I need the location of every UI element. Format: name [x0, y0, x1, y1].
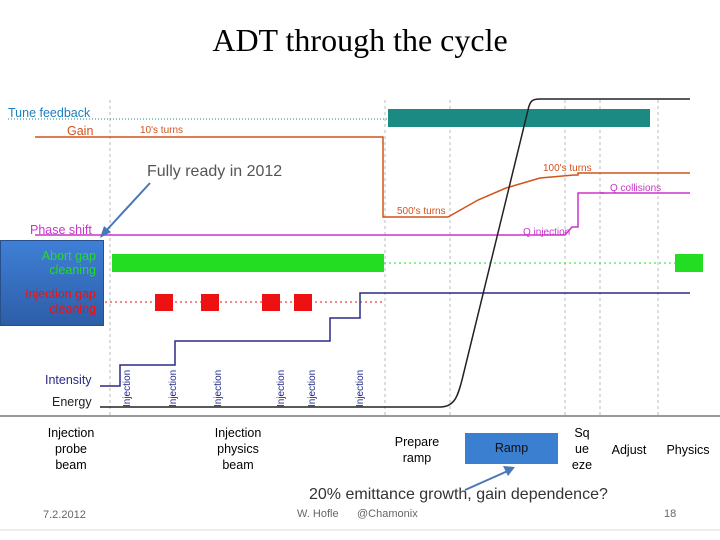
- injection-marker-5: Injection: [307, 369, 318, 407]
- phase-physics: Physics: [666, 443, 710, 457]
- phase-shift-label: Phase shift: [30, 223, 92, 237]
- injection-gap-square-4: [294, 294, 312, 311]
- phase-separators: [109, 100, 659, 415]
- phase-squeeze: Sq ue eze: [568, 425, 596, 473]
- footer-date: 7.2.2012: [43, 509, 86, 521]
- q-collisions-label: Q collisions: [610, 183, 662, 194]
- phase-injection-probe-line1: Injection: [47, 426, 95, 440]
- injection-gap-square-3: [262, 294, 280, 311]
- injection-marker-2: Injection: [168, 369, 179, 407]
- fully-ready-arrowhead: [100, 226, 111, 238]
- phase-shift-line: [35, 192, 604, 236]
- footer-author: W. Hofle: [297, 508, 339, 520]
- phase-injection-probe: Injection probe beam: [38, 425, 104, 473]
- phase-injection-physics: Injection physics beam: [203, 425, 273, 473]
- intensity-label: Intensity: [45, 373, 92, 387]
- emittance-callout: 20% emittance growth, gain dependence?: [309, 486, 608, 503]
- phase-injection-physics-line2: physics: [217, 442, 259, 456]
- fully-ready-callout: Fully ready in 2012: [147, 163, 283, 180]
- phase-ramp-box: Ramp: [465, 433, 558, 464]
- phase-injection-physics-line3: beam: [222, 458, 254, 472]
- abort-gap-bar-1: [112, 254, 384, 272]
- footer-venue: @Chamonix: [357, 508, 418, 520]
- five-hundreds-turns-label: 500's turns: [397, 206, 446, 217]
- emittance-arrow-line: [464, 469, 511, 491]
- energy-line: [100, 98, 690, 408]
- cleaning-label-box: [0, 240, 104, 326]
- injection-marker-1: Injection: [122, 369, 133, 407]
- gain-line: [35, 136, 690, 218]
- phase-squeeze-line3: eze: [571, 458, 593, 472]
- injection-marker-6: Injection: [355, 369, 366, 407]
- intensity-line: [100, 292, 690, 387]
- abort-gap-label-1: Abort gap: [41, 249, 96, 263]
- abort-gap-bar-2: [675, 254, 703, 272]
- abort-gap-label-2: cleaning: [49, 263, 96, 277]
- emittance-arrowhead: [503, 466, 515, 476]
- gain-label: Gain: [67, 124, 94, 138]
- energy-label: Energy: [52, 395, 92, 409]
- page-title: ADT through the cycle: [212, 22, 508, 58]
- phase-injection-probe-line2: probe: [55, 442, 87, 456]
- tune-feedback-label: Tune feedback: [8, 106, 91, 120]
- phase-prepare-ramp: Prepare ramp: [387, 434, 447, 466]
- q-injection-label: Q injection: [523, 227, 571, 238]
- phase-prepare-ramp-line1: Prepare: [394, 435, 440, 449]
- hundreds-turns-label: 100's turns: [543, 163, 592, 174]
- footer-page: 18: [664, 508, 677, 520]
- injection-gap-square-1: [155, 294, 173, 311]
- phase-squeeze-line2: ue: [575, 442, 589, 456]
- phase-injection-physics-line1: Injection: [214, 426, 262, 440]
- tune-feedback-bar: [388, 109, 650, 127]
- injection-gap-square-2: [201, 294, 219, 311]
- fully-ready-arrow: [103, 182, 151, 234]
- injection-marker-4: Injection: [276, 369, 287, 407]
- tens-turns-label: 10's turns: [140, 125, 184, 136]
- phase-adjust: Adjust: [611, 443, 647, 457]
- injection-gap-label-2: cleaning: [49, 302, 96, 316]
- injection-gap-label-1: Injection gap: [25, 287, 96, 301]
- phase-injection-probe-line3: beam: [55, 458, 87, 472]
- phase-squeeze-line1: Sq: [574, 426, 590, 440]
- phase-prepare-ramp-line2: ramp: [402, 451, 432, 465]
- injection-marker-3: Injection: [213, 369, 224, 407]
